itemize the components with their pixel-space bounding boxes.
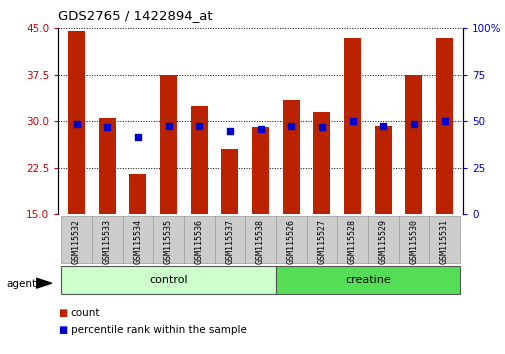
FancyBboxPatch shape (92, 216, 122, 263)
FancyBboxPatch shape (184, 216, 214, 263)
Bar (435, 38, 452, 214)
Text: GSM115529: GSM115529 (378, 219, 387, 264)
FancyBboxPatch shape (428, 216, 459, 263)
Point (225, 128, 233, 133)
Text: GSM115527: GSM115527 (317, 219, 326, 264)
FancyBboxPatch shape (61, 266, 275, 294)
Bar (313, 112, 330, 214)
Text: GSM115526: GSM115526 (286, 219, 295, 264)
FancyBboxPatch shape (275, 216, 306, 263)
FancyBboxPatch shape (275, 266, 459, 294)
Bar (282, 99, 299, 214)
FancyBboxPatch shape (153, 216, 183, 263)
Bar (251, 127, 269, 214)
Point (378, 123, 386, 129)
Text: control: control (149, 275, 187, 285)
Text: GSM115537: GSM115537 (225, 219, 234, 264)
Text: GSM115532: GSM115532 (72, 219, 81, 264)
Text: count: count (71, 308, 100, 318)
Text: GSM115534: GSM115534 (133, 219, 142, 264)
Point (72, 121, 80, 127)
Bar (343, 38, 360, 214)
Point (195, 123, 203, 129)
Point (103, 125, 111, 130)
Point (256, 126, 264, 131)
Text: GSM115530: GSM115530 (409, 219, 418, 264)
Text: GSM115536: GSM115536 (194, 219, 204, 264)
Text: ■: ■ (58, 308, 67, 318)
Text: percentile rank within the sample: percentile rank within the sample (71, 325, 246, 335)
FancyBboxPatch shape (122, 216, 153, 263)
FancyBboxPatch shape (306, 216, 336, 263)
FancyBboxPatch shape (398, 216, 428, 263)
Polygon shape (36, 278, 52, 288)
Point (348, 118, 356, 124)
Point (287, 123, 295, 129)
Point (317, 125, 325, 130)
Point (134, 134, 142, 139)
FancyBboxPatch shape (337, 216, 367, 263)
Text: agent: agent (6, 279, 36, 289)
Text: creatine: creatine (344, 275, 390, 285)
Bar (374, 126, 391, 214)
Bar (129, 174, 146, 214)
Text: GDS2765 / 1422894_at: GDS2765 / 1422894_at (58, 9, 213, 22)
Point (409, 121, 417, 127)
FancyBboxPatch shape (245, 216, 275, 263)
Text: GSM115531: GSM115531 (439, 219, 448, 264)
FancyBboxPatch shape (214, 216, 245, 263)
Bar (160, 75, 177, 214)
Text: GSM115533: GSM115533 (103, 219, 112, 264)
Point (440, 118, 448, 124)
Point (164, 123, 172, 129)
Text: ■: ■ (58, 325, 67, 335)
Bar (221, 149, 238, 214)
Bar (405, 75, 422, 214)
Bar (190, 106, 207, 214)
FancyBboxPatch shape (367, 216, 398, 263)
Text: GSM115535: GSM115535 (164, 219, 173, 264)
Text: GSM115528: GSM115528 (347, 219, 357, 264)
FancyBboxPatch shape (61, 216, 92, 263)
Bar (68, 32, 85, 214)
Text: GSM115538: GSM115538 (256, 219, 265, 264)
Bar (98, 118, 116, 214)
